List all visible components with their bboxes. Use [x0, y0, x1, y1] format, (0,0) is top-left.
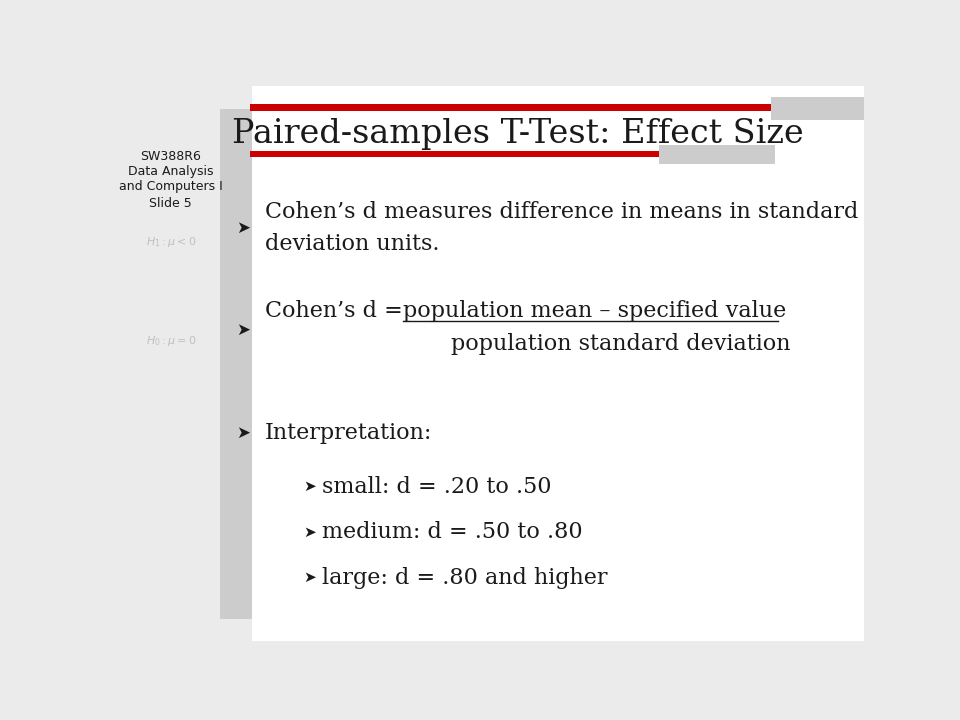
Text: Cohen’s d =: Cohen’s d = — [265, 300, 410, 322]
Text: large: d = .80 and higher: large: d = .80 and higher — [323, 567, 608, 588]
Text: small: d = .20 to .50: small: d = .20 to .50 — [323, 476, 552, 498]
Text: ➤: ➤ — [236, 219, 250, 237]
Bar — [660, 145, 775, 164]
Text: SW388R6
Data Analysis
and Computers I: SW388R6 Data Analysis and Computers I — [119, 150, 223, 193]
Text: ➤: ➤ — [303, 570, 316, 585]
Text: Slide 5: Slide 5 — [149, 197, 192, 210]
Text: Cohen’s d measures difference in means in standard
deviation units.: Cohen’s d measures difference in means i… — [265, 201, 858, 255]
Bar — [120, 86, 221, 641]
Text: population mean – specified value: population mean – specified value — [403, 300, 786, 322]
Text: Paired-samples T-Test: Effect Size: Paired-samples T-Test: Effect Size — [232, 117, 804, 150]
Text: ➤: ➤ — [303, 480, 316, 494]
Text: $H_0:\mu=0$: $H_0:\mu=0$ — [146, 334, 197, 348]
Bar — [252, 86, 864, 641]
Text: ➤: ➤ — [236, 321, 250, 339]
Text: population standard deviation: population standard deviation — [451, 333, 791, 355]
Text: $H_1:\mu<0$: $H_1:\mu<0$ — [146, 235, 197, 248]
Bar — [771, 97, 864, 120]
Bar — [251, 151, 660, 158]
Bar — [221, 109, 252, 618]
Text: ➤: ➤ — [303, 525, 316, 539]
Bar — [251, 104, 771, 112]
Text: medium: d = .50 to .80: medium: d = .50 to .80 — [323, 521, 583, 543]
Text: ➤: ➤ — [236, 424, 250, 442]
Text: Interpretation:: Interpretation: — [265, 422, 432, 444]
